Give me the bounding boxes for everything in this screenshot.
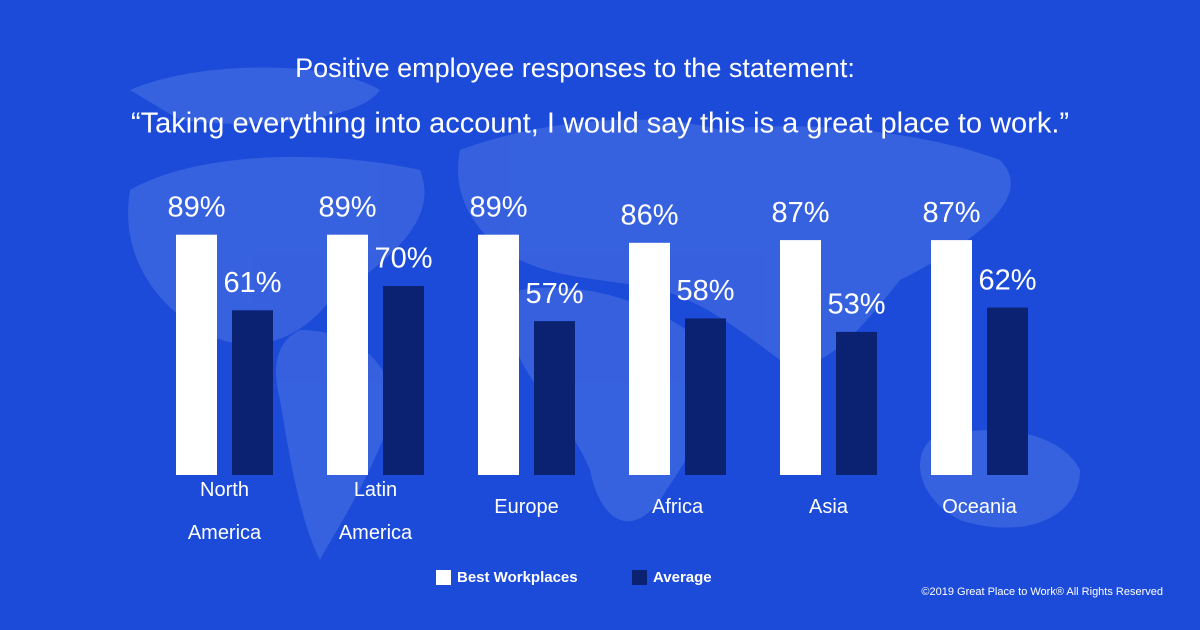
value-label: 53% bbox=[827, 289, 885, 321]
bar bbox=[534, 321, 575, 475]
bar bbox=[685, 318, 726, 475]
bar bbox=[836, 331, 877, 475]
value-label: 58% bbox=[676, 275, 734, 307]
bar bbox=[478, 234, 519, 475]
bar bbox=[327, 234, 368, 475]
chart-subtitle: “Taking everything into account, I would… bbox=[131, 108, 1069, 140]
legend-label: Best Workplaces bbox=[457, 569, 578, 586]
value-label: 87% bbox=[922, 197, 980, 229]
bar bbox=[383, 286, 424, 475]
legend-swatch bbox=[436, 570, 451, 585]
x-tick-label: Latin America bbox=[338, 479, 413, 544]
value-label: 86% bbox=[620, 199, 678, 231]
x-tick-label: Africa bbox=[651, 496, 704, 518]
value-label: 89% bbox=[167, 191, 225, 223]
value-label: 57% bbox=[525, 278, 583, 310]
bar bbox=[987, 307, 1028, 475]
legend-label: Average bbox=[653, 569, 712, 586]
x-tick-label: Asia bbox=[809, 496, 848, 518]
bar bbox=[931, 240, 972, 475]
chart-title: Positive employee responses to the state… bbox=[295, 53, 855, 83]
value-label: 61% bbox=[223, 267, 281, 299]
x-tick-label: Europe bbox=[494, 496, 559, 518]
value-label: 87% bbox=[771, 197, 829, 229]
bar bbox=[629, 242, 670, 475]
x-tick-label: Oceania bbox=[942, 496, 1017, 518]
x-tick-label: North America bbox=[187, 479, 262, 544]
bar bbox=[176, 234, 217, 475]
value-label: 70% bbox=[374, 243, 432, 275]
bar bbox=[232, 310, 273, 475]
legend-swatch bbox=[632, 570, 647, 585]
value-label: 89% bbox=[318, 191, 376, 223]
footnote: ©2019 Great Place to Work® All Rights Re… bbox=[921, 586, 1163, 598]
value-label: 62% bbox=[978, 264, 1036, 296]
value-label: 89% bbox=[469, 191, 527, 223]
bar bbox=[780, 240, 821, 475]
